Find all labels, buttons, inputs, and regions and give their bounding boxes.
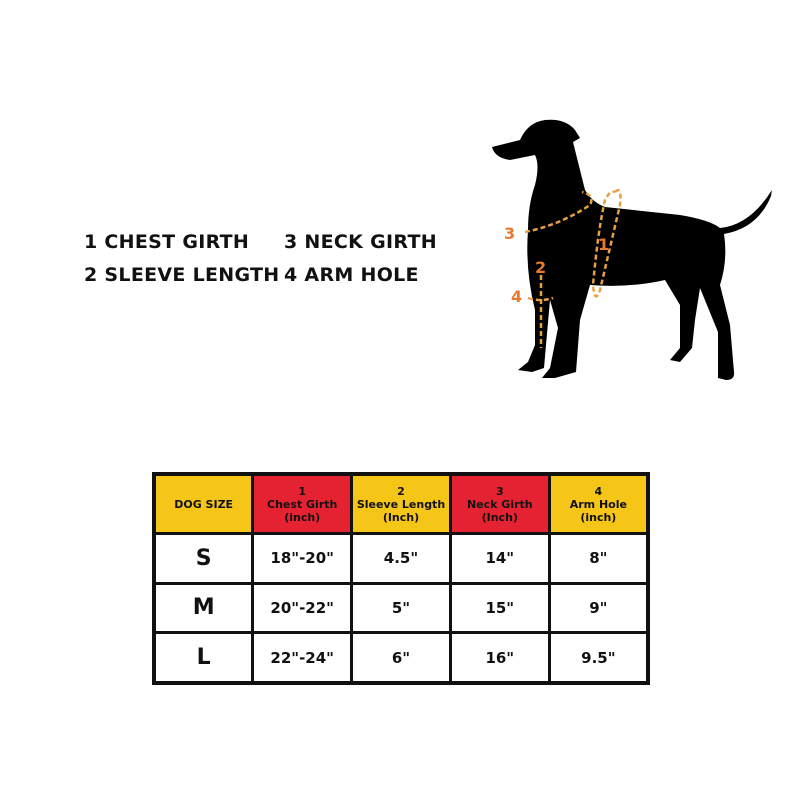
legend-sleeve-length: 2 SLEEVE LENGTH xyxy=(84,264,280,286)
size-cell: L xyxy=(152,631,255,685)
sleeve-length-cell: 4.5" xyxy=(350,532,452,585)
header-label: Chest Girth xyxy=(267,497,338,511)
header-num: 2 xyxy=(397,484,405,498)
header-label: Sleeve Length xyxy=(356,497,446,511)
arm-hole-cell: 8" xyxy=(547,532,650,585)
neck-girth-cell: 16" xyxy=(448,631,551,685)
size-cell: M xyxy=(152,581,255,635)
dog-measurement-illustration: 1 2 3 4 xyxy=(492,119,772,380)
header-dog-size: DOG SIZE xyxy=(152,472,255,535)
size-chart-table: DOG SIZE 1 Chest Girth (inch) 2 Sleeve Leng… xyxy=(152,472,650,685)
header-arm-hole: 4 Arm Hole (inch) xyxy=(547,472,650,535)
sleeve-length-cell: 6" xyxy=(350,631,452,685)
neck-girth-cell: 15" xyxy=(448,581,551,635)
header-num: 3 xyxy=(495,484,504,498)
header-unit: (Inch) xyxy=(481,510,518,524)
size-cell: S xyxy=(152,532,255,585)
sleeve-length-cell: 5" xyxy=(350,581,452,635)
header-label: Neck Girth xyxy=(466,497,533,511)
marker-3: 3 xyxy=(504,224,515,243)
header-unit: (inch) xyxy=(284,510,321,524)
arm-hole-cell: 9" xyxy=(547,581,650,635)
header-num: 1 xyxy=(298,484,307,498)
table-row: L 22"-24" 6" 16" 9.5" xyxy=(152,631,650,685)
marker-4: 4 xyxy=(511,287,522,306)
table-row: S 18"-20" 4.5" 14" 8" xyxy=(152,532,650,585)
arm-hole-line xyxy=(527,296,554,302)
header-label: Arm Hole xyxy=(569,497,627,511)
legend-neck-girth: 3 NECK GIRTH xyxy=(284,231,437,253)
header-label: DOG SIZE xyxy=(174,497,234,511)
table-row: M 20"-22" 5" 15" 9" xyxy=(152,581,650,635)
arm-hole-cell: 9.5" xyxy=(547,631,650,685)
header-chest-girth: 1 Chest Girth (inch) xyxy=(251,472,354,535)
legend-chest-girth: 1 CHEST GIRTH xyxy=(84,231,250,253)
dog-silhouette xyxy=(492,119,772,380)
neck-girth-line xyxy=(524,190,593,234)
header-unit: (Inch) xyxy=(382,510,420,524)
chest-girth-line xyxy=(591,188,622,298)
header-num: 4 xyxy=(594,484,603,498)
header-neck-girth: 3 Neck Girth (Inch) xyxy=(448,472,551,535)
marker-2: 2 xyxy=(535,258,546,277)
legend-arm-hole: 4 ARM HOLE xyxy=(284,264,419,286)
neck-girth-cell: 14" xyxy=(448,532,551,585)
chest-girth-cell: 18"-20" xyxy=(251,532,354,585)
chest-girth-cell: 20"-22" xyxy=(251,581,354,635)
measurement-legend: 1 CHEST GIRTH 3 NECK GIRTH 2 SLEEVE LENG… xyxy=(84,226,437,292)
marker-1: 1 xyxy=(598,235,609,254)
chest-girth-cell: 22"-24" xyxy=(251,631,354,685)
header-sleeve-length: 2 Sleeve Length (Inch) xyxy=(350,472,452,535)
table-header-row: DOG SIZE 1 Chest Girth (inch) 2 Sleeve Leng… xyxy=(152,472,650,535)
header-unit: (inch) xyxy=(580,510,617,524)
